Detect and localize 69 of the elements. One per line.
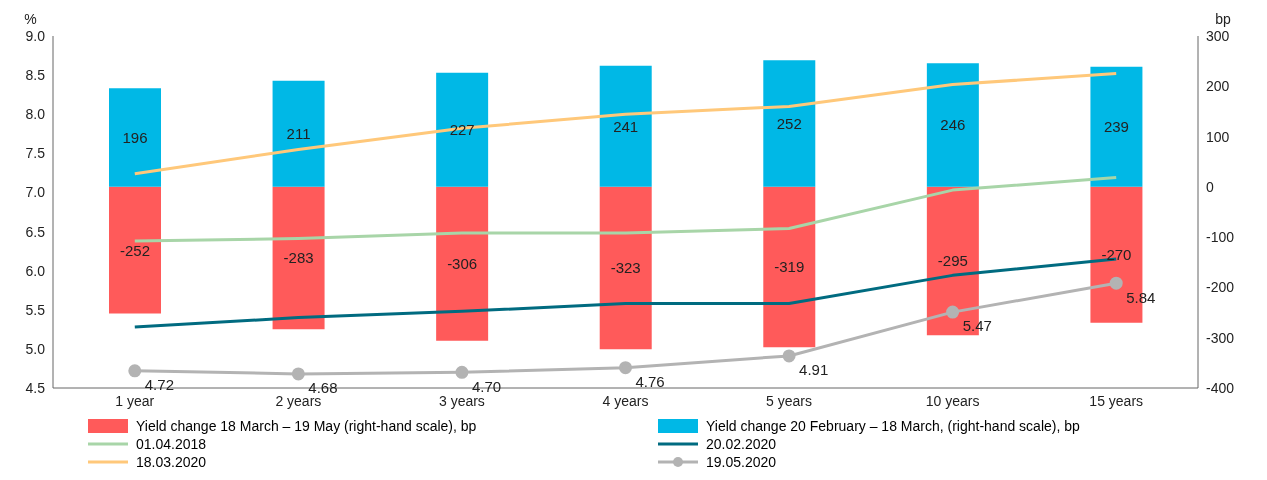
data-label: 4.91 <box>799 361 829 379</box>
legend-label: 19.05.2020 <box>706 454 777 470</box>
point <box>1109 276 1123 290</box>
data-label: 252 <box>776 114 802 132</box>
bar <box>763 60 816 187</box>
x-tick-label: 15 years <box>1089 392 1144 409</box>
line-series <box>133 176 1118 243</box>
point <box>782 349 796 363</box>
data-label: 211 <box>286 125 311 143</box>
point <box>946 305 960 319</box>
y-tick-label: 8.0 <box>25 106 46 123</box>
data-label: -319 <box>774 258 805 276</box>
y-axis-title: % <box>24 11 37 27</box>
y2-tick-label: -300 <box>1206 329 1235 346</box>
y2-axis-title: bp <box>1215 11 1231 27</box>
legend-label: Yield change 20 February – 18 March, (right-hand scale), bp <box>706 418 1080 434</box>
legend-label: Yield change 18 March – 19 May (right-hand scale), bp <box>136 418 477 434</box>
x-tick-label: 4 years <box>602 392 649 409</box>
y-tick-label: 7.0 <box>25 184 46 201</box>
y2-tick-label: 100 <box>1206 128 1230 145</box>
bar <box>109 88 161 187</box>
point <box>455 365 469 379</box>
bar <box>272 186 325 330</box>
point <box>619 361 632 375</box>
data-label: 241 <box>613 117 639 135</box>
point <box>291 367 305 381</box>
data-label: -252 <box>119 241 151 259</box>
data-label: 246 <box>940 116 966 134</box>
bar <box>599 65 652 187</box>
x-tick-label: 3 years <box>438 392 485 409</box>
bar <box>109 186 161 314</box>
y-tick-label: 9.0 <box>25 27 46 44</box>
x-tick-label: 5 years <box>766 392 813 409</box>
y2-tick-label: 0 <box>1206 178 1214 195</box>
data-label: -323 <box>610 259 641 277</box>
y2-tick-label: -200 <box>1206 279 1235 296</box>
data-label: 4.72 <box>144 376 174 394</box>
point <box>128 364 142 378</box>
bar <box>272 80 325 187</box>
legend-label: 20.02.2020 <box>706 436 777 452</box>
data-label: -270 <box>1101 246 1132 264</box>
x-tick-label: 1 year <box>115 392 155 409</box>
data-label: -306 <box>447 255 478 273</box>
y-tick-label: 4.5 <box>25 379 46 396</box>
bar <box>599 186 652 350</box>
legend-label: 18.03.2020 <box>136 454 207 470</box>
y2-tick-label: 300 <box>1206 27 1230 44</box>
y2-tick-label: -400 <box>1206 379 1235 396</box>
data-label: 239 <box>1103 118 1129 136</box>
data-label: 4.70 <box>471 377 502 395</box>
data-label: -295 <box>937 252 968 270</box>
y2-tick-label: 200 <box>1206 78 1230 95</box>
y-tick-label: 8.5 <box>25 67 46 84</box>
x-tick-label: 10 years <box>925 392 980 409</box>
bar <box>926 63 979 187</box>
bar <box>763 186 816 348</box>
bar <box>436 72 489 187</box>
bar <box>1090 66 1143 187</box>
legend-label: 01.04.2018 <box>136 436 207 452</box>
y-tick-label: 6.5 <box>25 223 46 240</box>
y-tick-label: 5.0 <box>25 340 46 357</box>
bar <box>436 186 489 341</box>
data-label: 196 <box>122 128 148 146</box>
y-tick-label: 6.0 <box>25 262 46 279</box>
data-label: -283 <box>283 249 314 267</box>
y-tick-label: 7.5 <box>25 145 46 162</box>
data-label: 4.76 <box>635 372 665 390</box>
y-tick-label: 5.5 <box>25 301 46 318</box>
y2-tick-label: -100 <box>1206 229 1235 246</box>
